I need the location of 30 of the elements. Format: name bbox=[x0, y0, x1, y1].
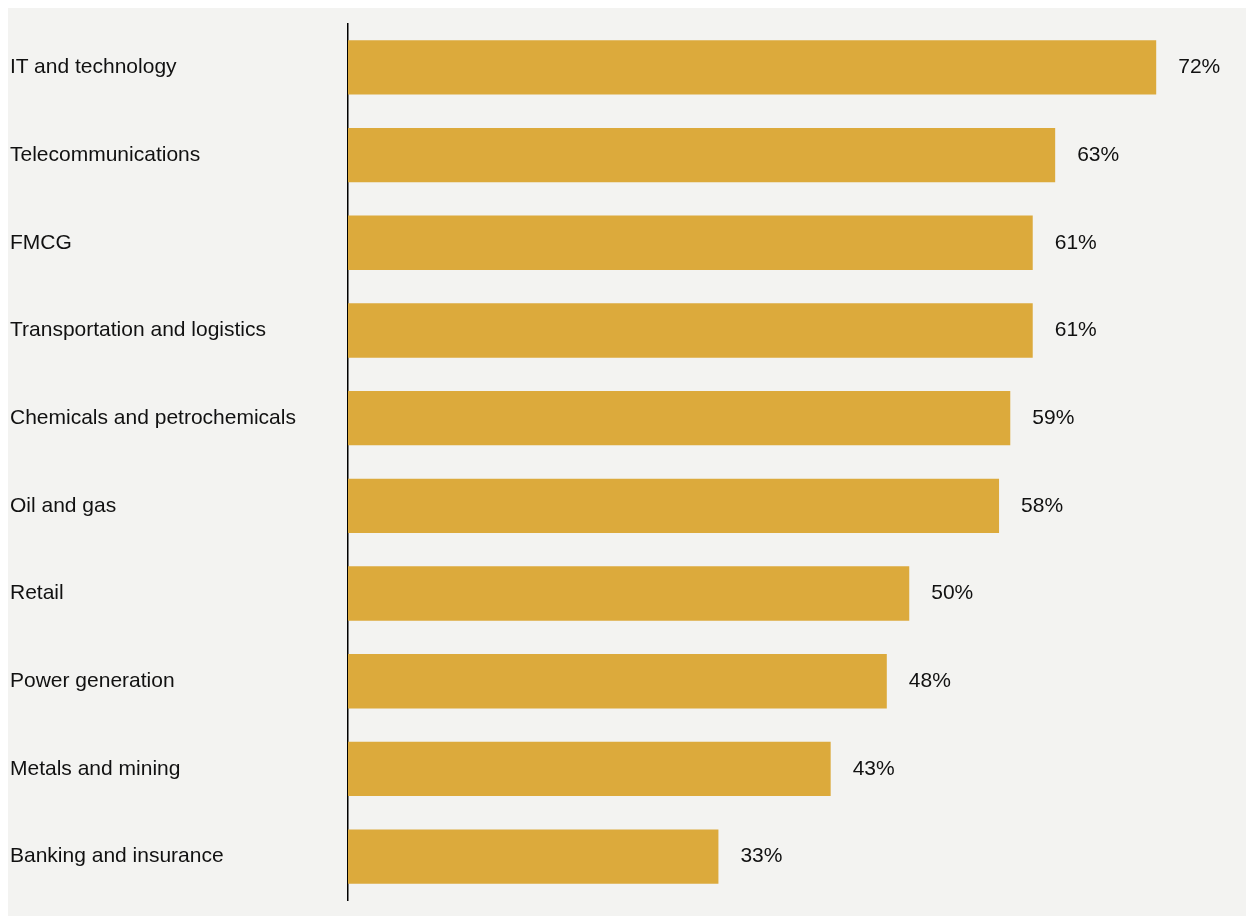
data-label: 48% bbox=[908, 668, 951, 691]
y-tick-label: FMCG bbox=[10, 229, 72, 253]
bar bbox=[348, 215, 1033, 270]
bar bbox=[348, 478, 1000, 534]
y-tick-label: Power generation bbox=[10, 668, 175, 691]
bar bbox=[348, 303, 1033, 358]
data-label: 63% bbox=[1077, 141, 1120, 165]
y-tick-label: Metals and mining bbox=[10, 755, 181, 779]
bar bbox=[348, 40, 1157, 95]
data-label: 61% bbox=[1054, 317, 1097, 341]
y-tick-label: Transportation and logistics bbox=[10, 317, 267, 341]
data-label: 50% bbox=[931, 580, 974, 604]
data-label: 58% bbox=[1021, 492, 1064, 516]
y-tick-label: IT and technology bbox=[10, 54, 178, 78]
data-label: 72% bbox=[1178, 54, 1221, 78]
data-label: 43% bbox=[852, 755, 895, 779]
y-tick-label: Banking and insurance bbox=[10, 843, 224, 867]
y-tick-label: Retail bbox=[10, 580, 64, 604]
bar bbox=[348, 741, 831, 797]
bar bbox=[348, 566, 910, 621]
y-tick-label: Oil and gas bbox=[10, 492, 117, 516]
data-label: 33% bbox=[740, 843, 783, 867]
y-tick-label: Telecommunications bbox=[10, 141, 201, 165]
y-tick-label: Chemicals and petrochemicals bbox=[10, 404, 296, 428]
data-label: 61% bbox=[1054, 229, 1097, 253]
bar bbox=[348, 127, 1056, 183]
bar bbox=[348, 390, 1011, 446]
data-label: 59% bbox=[1032, 404, 1075, 428]
bar bbox=[348, 829, 719, 884]
bar bbox=[348, 654, 887, 709]
